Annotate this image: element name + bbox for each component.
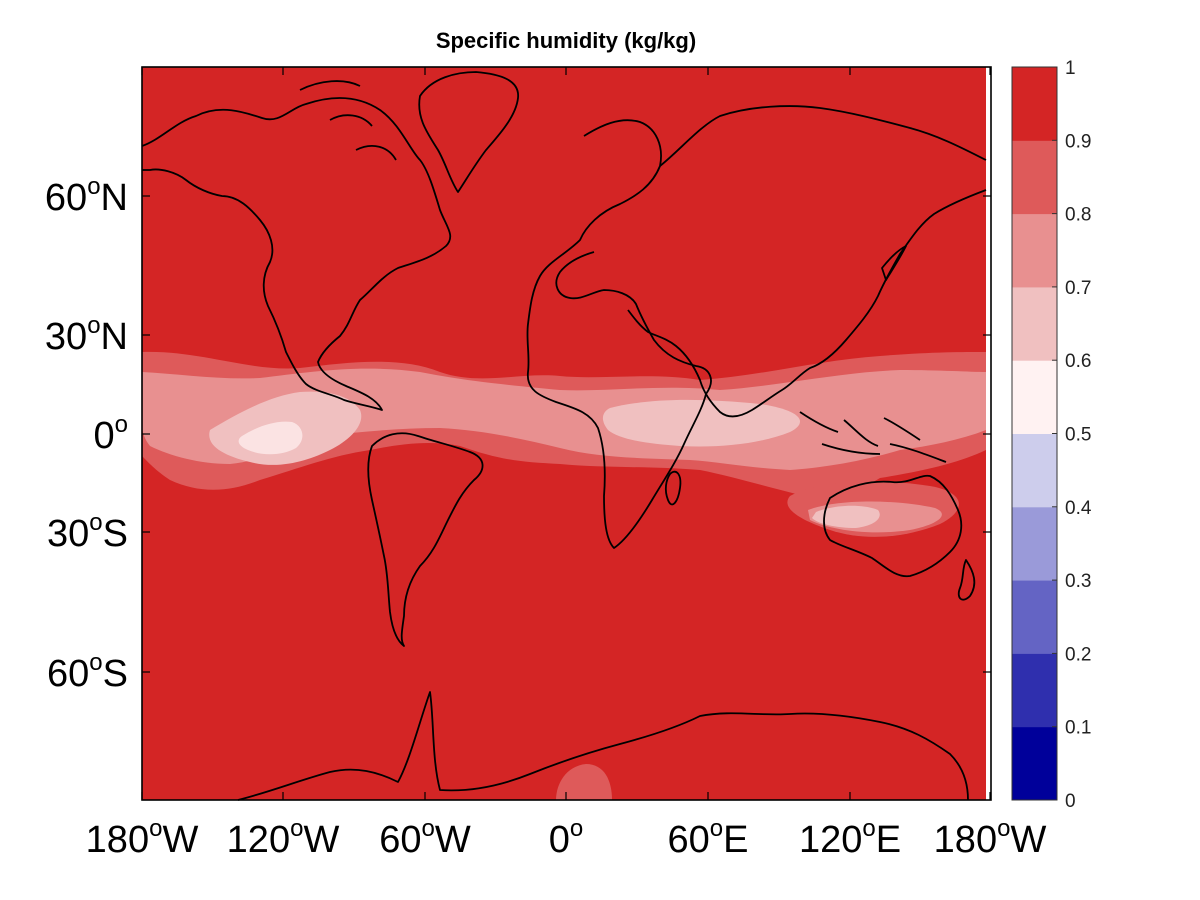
lat-tick-label: 30oN bbox=[45, 312, 128, 358]
lon-tick-labels: 180oW 120oW 60oW 0o 60oE 120oE 180oW bbox=[86, 815, 1047, 861]
colorbar-tick-label: 0.6 bbox=[1065, 351, 1091, 372]
colorbar-band bbox=[1012, 506, 1057, 581]
coastline-maritime-continent bbox=[799, 411, 947, 463]
contour-band-05-pacific bbox=[238, 421, 303, 455]
colorbar-band bbox=[1012, 653, 1057, 728]
colorbar-band bbox=[1012, 286, 1057, 361]
lat-tick-label: 30oS bbox=[47, 509, 128, 555]
colorbar-band bbox=[1012, 140, 1057, 215]
colorbar-tick-label: 0.8 bbox=[1065, 205, 1091, 226]
colorbar-tick-label: 0.7 bbox=[1065, 278, 1091, 299]
coastline-asia bbox=[627, 105, 987, 418]
lat-tick-label: 60oS bbox=[47, 649, 128, 695]
colorbar: 0 0.1 0.2 0.3 0.4 0.5 0.6 0.7 0.8 0.9 1 bbox=[1011, 58, 1092, 812]
coastline-madagascar bbox=[664, 470, 682, 506]
colorbar-tick-label: 0.4 bbox=[1065, 498, 1092, 519]
lat-tick-marks bbox=[142, 195, 991, 673]
coastline-greenland bbox=[418, 71, 519, 193]
colorbar-bands bbox=[1012, 67, 1057, 801]
contour-band-06-australia bbox=[812, 505, 880, 528]
coastline-south-america bbox=[367, 432, 484, 647]
coastline-antarctica bbox=[237, 691, 969, 801]
coastline-australia bbox=[823, 474, 963, 578]
coastline-north-america bbox=[141, 97, 452, 411]
colorbar-tick-label: 0.5 bbox=[1065, 425, 1091, 446]
lon-tick-label: 180oW bbox=[934, 815, 1047, 861]
lat-tick-label: 0o bbox=[94, 411, 129, 457]
contour-band-08-antarctic bbox=[556, 764, 612, 800]
lat-tick-label: 60oN bbox=[45, 173, 128, 219]
lon-tick-label: 120oE bbox=[799, 815, 901, 861]
colorbar-tick-label: 0.2 bbox=[1065, 644, 1091, 665]
lon-tick-label: 60oW bbox=[379, 815, 471, 861]
colorbar-ticks: 0 0.1 0.2 0.3 0.4 0.5 0.6 0.7 0.8 0.9 1 bbox=[1052, 58, 1092, 812]
figure-title: Specific humidity (kg/kg) bbox=[436, 28, 696, 53]
lon-tick-label: 120oW bbox=[227, 815, 340, 861]
colorbar-band bbox=[1012, 580, 1057, 654]
colorbar-band bbox=[1012, 433, 1057, 508]
coastline-europe-africa bbox=[526, 119, 712, 549]
colorbar-tick-label: 1 bbox=[1065, 58, 1076, 79]
colorbar-band bbox=[1012, 213, 1057, 288]
coastline-arctic-islands bbox=[299, 80, 397, 161]
colorbar-tick-label: 0.1 bbox=[1065, 718, 1091, 739]
lon-tick-marks bbox=[141, 67, 991, 800]
lat-tick-labels: 60oN 30oN 0o 30oS 60oS bbox=[45, 173, 128, 695]
coastline-new-zealand bbox=[957, 559, 976, 601]
lon-tick-label: 180oW bbox=[86, 815, 199, 861]
map-panel bbox=[141, 66, 992, 801]
colorbar-band bbox=[1012, 67, 1057, 141]
lon-tick-label: 0o bbox=[549, 815, 584, 861]
colorbar-band bbox=[1012, 360, 1057, 434]
lon-tick-label: 60oE bbox=[668, 815, 749, 861]
colorbar-tick-label: 0.9 bbox=[1065, 131, 1091, 152]
colorbar-tick-label: 0 bbox=[1065, 791, 1076, 812]
coastline-japan bbox=[881, 245, 907, 281]
colorbar-band bbox=[1012, 726, 1057, 801]
coastlines bbox=[141, 71, 987, 801]
colorbar-tick-label: 0.3 bbox=[1065, 571, 1091, 592]
